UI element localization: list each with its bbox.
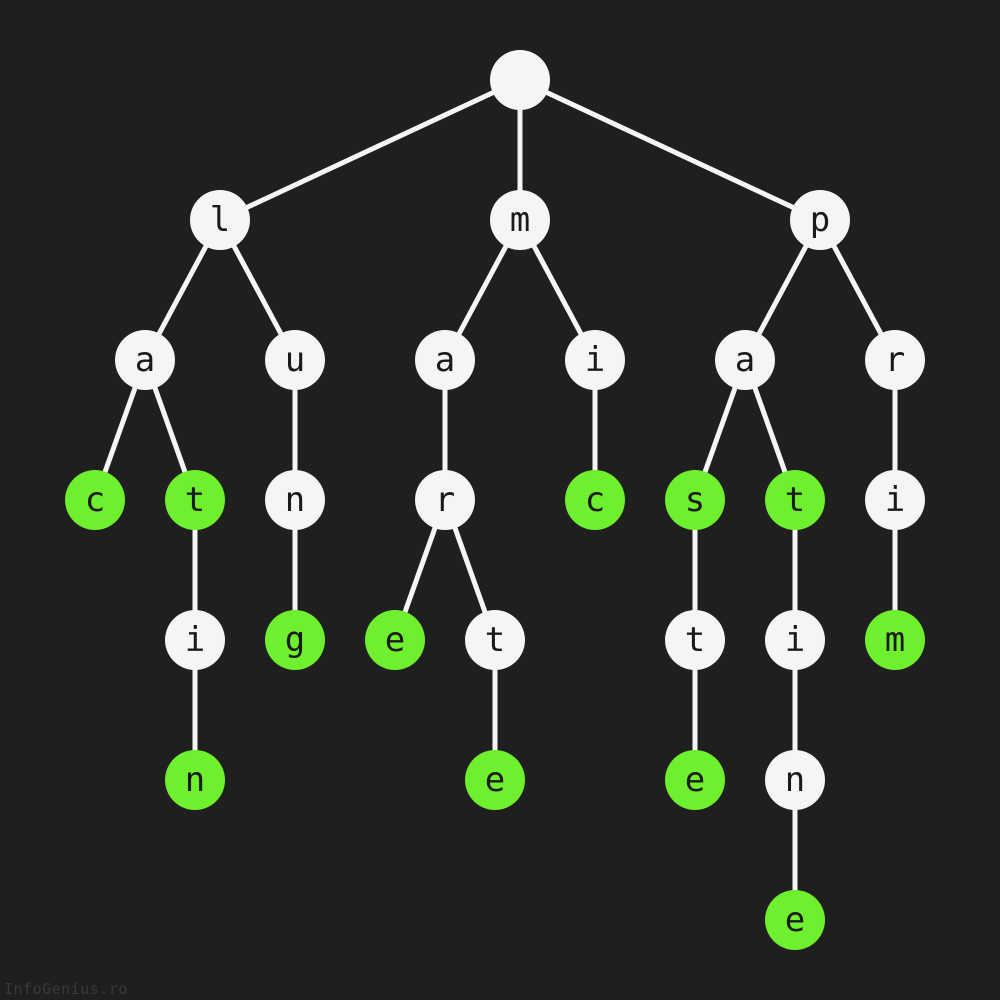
trie-node-ma: a: [415, 330, 475, 390]
edge-root-l: [217, 77, 523, 223]
word-end-node-circle: [265, 610, 325, 670]
node-label: i: [585, 340, 605, 380]
trie-node-pr: r: [865, 330, 925, 390]
node-circle: [765, 610, 825, 670]
trie-node-patine: e: [765, 890, 825, 950]
node-label: l: [210, 200, 230, 240]
node-label: a: [135, 340, 155, 380]
node-label: c: [585, 480, 605, 520]
trie-node-pri: i: [865, 470, 925, 530]
word-end-node-circle: [765, 890, 825, 950]
trie-node-paste: e: [665, 750, 725, 810]
trie-node-la: a: [115, 330, 175, 390]
node-circle: [265, 330, 325, 390]
node-label: u: [285, 340, 305, 380]
word-end-node-circle: [665, 750, 725, 810]
node-label: i: [785, 620, 805, 660]
node-label: p: [810, 200, 830, 240]
trie-node-pa: a: [715, 330, 775, 390]
trie-node-mi: i: [565, 330, 625, 390]
node-circle: [715, 330, 775, 390]
node-label: t: [485, 620, 505, 660]
trie-node-marte: e: [465, 750, 525, 810]
node-label: t: [185, 480, 205, 520]
edge-root-p: [517, 77, 823, 223]
node-circle: [765, 750, 825, 810]
word-end-node-circle: [465, 750, 525, 810]
trie-node-latin: n: [165, 750, 225, 810]
node-label: i: [185, 620, 205, 660]
trie-node-mic: c: [565, 470, 625, 530]
node-circle: [865, 470, 925, 530]
trie-nodes: l a c t i n u n g m a r e t e i c p a s t e t i n e r i m: [65, 50, 925, 950]
node-label: t: [685, 620, 705, 660]
node-circle: [565, 330, 625, 390]
word-end-node-circle: [665, 470, 725, 530]
trie-node-lat: t: [165, 470, 225, 530]
trie-node-pas: s: [665, 470, 725, 530]
node-label: e: [685, 760, 705, 800]
node-label: m: [510, 200, 530, 240]
node-circle: [665, 610, 725, 670]
node-label: n: [785, 760, 805, 800]
word-end-node-circle: [165, 750, 225, 810]
node-label: g: [285, 620, 305, 660]
node-label: c: [85, 480, 105, 520]
watermark: InfoGenius.ro: [4, 980, 128, 998]
node-label: a: [435, 340, 455, 380]
node-label: e: [785, 900, 805, 940]
trie-root-node: [490, 50, 550, 110]
node-label: i: [885, 480, 905, 520]
node-label: s: [685, 480, 705, 520]
node-label: a: [735, 340, 755, 380]
node-label: t: [785, 480, 805, 520]
trie-node-mar: r: [415, 470, 475, 530]
word-end-node-circle: [765, 470, 825, 530]
trie-node-p: p: [790, 190, 850, 250]
node-label: r: [435, 480, 455, 520]
node-circle: [490, 50, 550, 110]
trie-node-m: m: [490, 190, 550, 250]
trie-node-l: l: [190, 190, 250, 250]
trie-node-prim: m: [865, 610, 925, 670]
node-label: n: [285, 480, 305, 520]
node-label: e: [485, 760, 505, 800]
node-circle: [415, 470, 475, 530]
word-end-node-circle: [865, 610, 925, 670]
node-circle: [465, 610, 525, 670]
trie-node-mart: t: [465, 610, 525, 670]
trie-node-pat: t: [765, 470, 825, 530]
trie-node-patin: n: [765, 750, 825, 810]
word-end-node-circle: [65, 470, 125, 530]
node-circle: [115, 330, 175, 390]
trie-node-lac: c: [65, 470, 125, 530]
node-circle: [165, 610, 225, 670]
word-end-node-circle: [565, 470, 625, 530]
node-circle: [865, 330, 925, 390]
trie-node-mare: e: [365, 610, 425, 670]
word-end-node-circle: [165, 470, 225, 530]
node-circle: [265, 470, 325, 530]
trie-node-lu: u: [265, 330, 325, 390]
node-label: m: [885, 620, 905, 660]
node-label: r: [885, 340, 905, 380]
node-circle: [790, 190, 850, 250]
node-circle: [490, 190, 550, 250]
node-circle: [415, 330, 475, 390]
trie-node-lun: n: [265, 470, 325, 530]
trie-node-pati: i: [765, 610, 825, 670]
trie-node-lati: i: [165, 610, 225, 670]
node-label: e: [385, 620, 405, 660]
node-circle: [190, 190, 250, 250]
word-end-node-circle: [365, 610, 425, 670]
trie-node-past: t: [665, 610, 725, 670]
trie-node-lung: g: [265, 610, 325, 670]
node-label: n: [185, 760, 205, 800]
